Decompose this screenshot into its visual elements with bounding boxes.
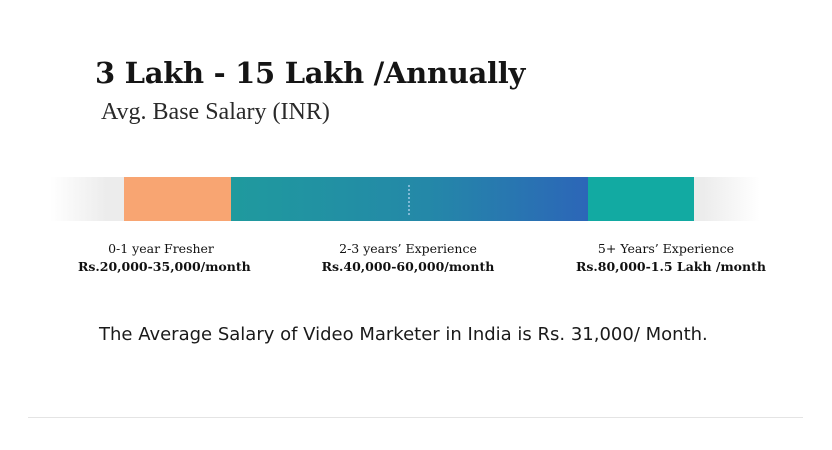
average-salary-summary: The Average Salary of Video Marketer in …	[99, 324, 708, 345]
salary-range: Rs.40,000-60,000/month	[321, 259, 495, 274]
salary-label-senior: 5+ Years’ Experience Rs.80,000-1.5 Lakh …	[576, 240, 766, 276]
salary-range: Rs.80,000-1.5 Lakh /month	[576, 259, 766, 274]
experience-title: 2-3 years’ Experience	[339, 241, 477, 256]
salary-range: Rs.20,000-35,000/month	[78, 259, 251, 274]
salary-label-mid-level: 2-3 years’ Experience Rs.40,000-60,000/m…	[318, 240, 498, 276]
salary-segment-senior	[588, 177, 694, 221]
section-divider	[28, 417, 803, 418]
experience-title: 5+ Years’ Experience	[597, 241, 735, 256]
experience-title: 0-1 year Fresher	[108, 241, 214, 256]
salary-segment-fresher	[124, 177, 231, 221]
salary-range-headline: 3 Lakh - 15 Lakh /Annually	[95, 56, 525, 90]
salary-label-fresher: 0-1 year Fresher Rs.20,000-35,000/month	[78, 240, 251, 276]
salary-subheadline: Avg. Base Salary (INR)	[101, 99, 330, 125]
salary-bar-midpoint-marker	[408, 185, 410, 215]
